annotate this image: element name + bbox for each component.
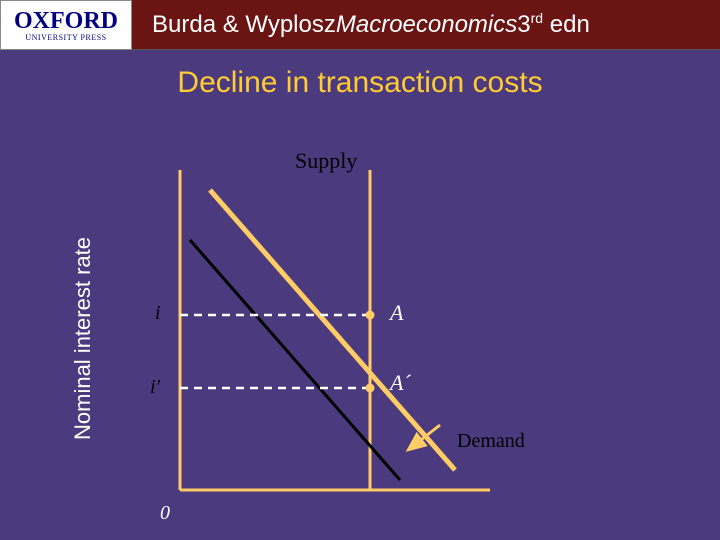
supply-label: Supply <box>295 148 357 174</box>
tick-i-prime: i' <box>150 376 160 399</box>
demand-label: Demand <box>457 430 525 453</box>
publisher-main: OXFORD <box>14 9 118 33</box>
tick-i: i <box>155 302 161 325</box>
y-axis-label: Nominal interest rate <box>70 237 96 440</box>
point-a-prime-label: A´ <box>390 370 411 396</box>
publisher-badge: OXFORD UNIVERSITY PRESS <box>0 0 132 50</box>
book-title: Macroeconomics <box>336 11 517 39</box>
point-a-label: A <box>390 300 403 326</box>
publisher-sub: UNIVERSITY PRESS <box>25 33 106 42</box>
authors: Burda & Wyplosz <box>152 11 336 39</box>
header: OXFORD UNIVERSITY PRESS Burda & Wyplosz … <box>0 0 720 50</box>
title-bar: Burda & Wyplosz Macroeconomics 3rd edn <box>132 0 720 50</box>
slide-title: Decline in transaction costs <box>0 50 720 100</box>
diagram-svg <box>60 170 580 530</box>
diagram: Nominal interest rate Supply A A´ i i' D… <box>60 170 580 530</box>
edition: 3rd edn <box>517 10 590 39</box>
slide-body: Decline in transaction costs Nominal int… <box>0 50 720 540</box>
origin-label: 0 <box>160 502 170 525</box>
